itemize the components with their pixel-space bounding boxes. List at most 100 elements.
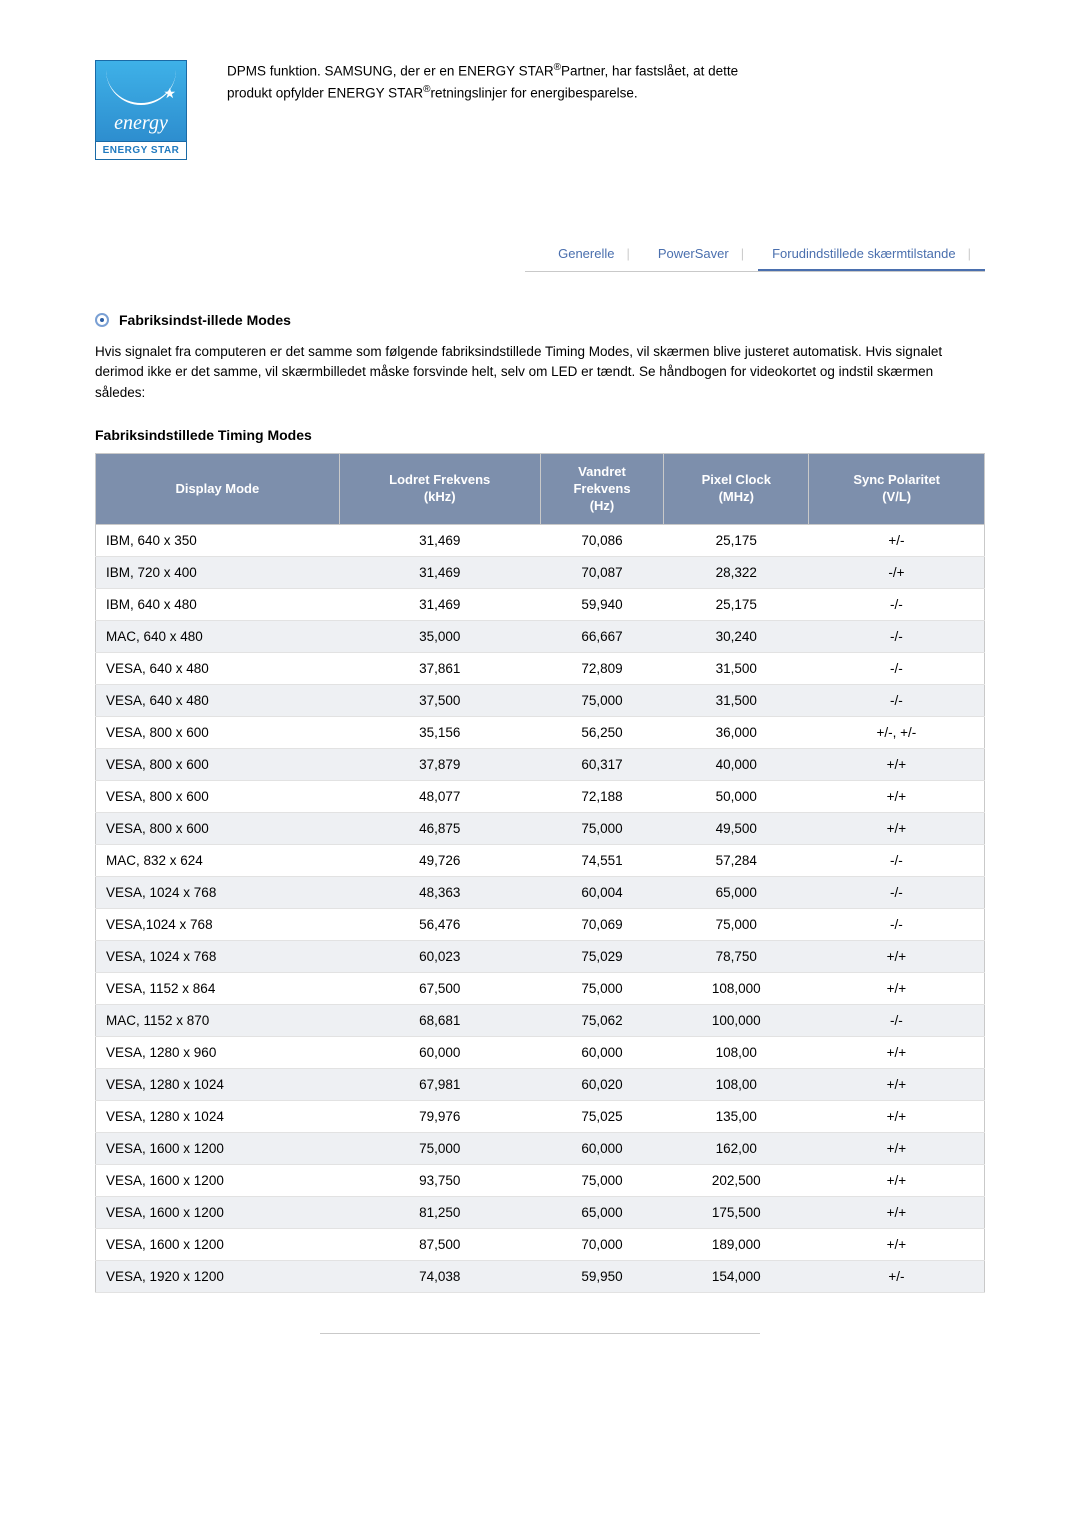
cell-value: 60,020 xyxy=(540,1069,663,1101)
cell-value: 25,175 xyxy=(664,589,809,621)
cell-value: +/+ xyxy=(809,781,985,813)
cell-value: 60,317 xyxy=(540,749,663,781)
col-2-l3: (Hz) xyxy=(590,498,615,513)
tab-bar: Generelle| PowerSaver| Forudindstillede … xyxy=(525,240,985,272)
col-sync: Sync Polaritet (V/L) xyxy=(809,453,985,525)
cell-value: 75,000 xyxy=(540,685,663,717)
cell-value: 28,322 xyxy=(664,557,809,589)
table-row: VESA, 800 x 60048,07772,18850,000+/+ xyxy=(96,781,985,813)
col-vandret: Vandret Frekvens (Hz) xyxy=(540,453,663,525)
cell-value: -/- xyxy=(809,685,985,717)
section-title: Fabriksindst-illede Modes xyxy=(119,312,291,328)
cell-value: 36,000 xyxy=(664,717,809,749)
intro-paragraph: Hvis signalet fra computeren er det samm… xyxy=(95,342,985,403)
col-3-l2: (MHz) xyxy=(719,489,754,504)
cell-value: 59,940 xyxy=(540,589,663,621)
col-4-l1: Sync Polaritet xyxy=(853,472,940,487)
table-row: VESA, 1152 x 86467,50075,000108,000+/+ xyxy=(96,973,985,1005)
section-head: Fabriksindst-illede Modes xyxy=(95,312,985,328)
cell-value: +/+ xyxy=(809,1229,985,1261)
cell-value: 48,077 xyxy=(339,781,540,813)
table-row: IBM, 640 x 35031,46970,08625,175+/- xyxy=(96,525,985,557)
cell-value: +/+ xyxy=(809,973,985,1005)
tab-forudindstillede[interactable]: Forudindstillede skærmtilstande| xyxy=(758,240,985,271)
cell-value: 35,156 xyxy=(339,717,540,749)
cell-value: 87,500 xyxy=(339,1229,540,1261)
cell-value: 72,188 xyxy=(540,781,663,813)
table-row: VESA, 640 x 48037,86172,80931,500-/- xyxy=(96,653,985,685)
cell-value: +/- xyxy=(809,1261,985,1293)
cell-value: 75,000 xyxy=(540,813,663,845)
cell-value: 108,00 xyxy=(664,1069,809,1101)
cell-value: 60,000 xyxy=(540,1037,663,1069)
cell-value: 189,000 xyxy=(664,1229,809,1261)
table-row: MAC, 1152 x 87068,68175,062100,000-/- xyxy=(96,1005,985,1037)
reg-mark-1: ® xyxy=(554,62,561,73)
cell-display-mode: VESA, 1280 x 1024 xyxy=(96,1069,340,1101)
table-row: VESA, 640 x 48037,50075,00031,500-/- xyxy=(96,685,985,717)
cell-value: -/- xyxy=(809,589,985,621)
cell-value: 40,000 xyxy=(664,749,809,781)
cell-value: -/- xyxy=(809,653,985,685)
cell-display-mode: VESA, 1600 x 1200 xyxy=(96,1229,340,1261)
energy-star-logo: ★ energy ENERGY STAR xyxy=(95,60,187,160)
table-row: VESA, 1600 x 120075,00060,000162,00+/+ xyxy=(96,1133,985,1165)
cell-value: +/+ xyxy=(809,1165,985,1197)
cell-value: 37,500 xyxy=(339,685,540,717)
cell-value: 25,175 xyxy=(664,525,809,557)
table-row: VESA, 1600 x 120081,25065,000175,500+/+ xyxy=(96,1197,985,1229)
table-row: MAC, 640 x 48035,00066,66730,240-/- xyxy=(96,621,985,653)
tab-generelle[interactable]: Generelle| xyxy=(544,240,644,271)
cell-value: +/+ xyxy=(809,1133,985,1165)
cell-value: 46,875 xyxy=(339,813,540,845)
table-row: VESA, 1280 x 102479,97675,025135,00+/+ xyxy=(96,1101,985,1133)
logo-band: ENERGY STAR xyxy=(96,141,186,159)
table-row: IBM, 640 x 48031,46959,94025,175-/- xyxy=(96,589,985,621)
cell-value: 37,879 xyxy=(339,749,540,781)
cell-value: 49,500 xyxy=(664,813,809,845)
cell-display-mode: VESA, 800 x 600 xyxy=(96,717,340,749)
table-row: VESA, 800 x 60046,87575,00049,500+/+ xyxy=(96,813,985,845)
col-2-l1: Vandret xyxy=(578,464,626,479)
cell-value: 70,087 xyxy=(540,557,663,589)
cell-value: 70,069 xyxy=(540,909,663,941)
cell-display-mode: VESA, 800 x 600 xyxy=(96,749,340,781)
cell-value: 135,00 xyxy=(664,1101,809,1133)
table-row: MAC, 832 x 62449,72674,55157,284-/- xyxy=(96,845,985,877)
cell-value: 60,000 xyxy=(540,1133,663,1165)
cell-value: -/- xyxy=(809,1005,985,1037)
cell-value: +/-, +/- xyxy=(809,717,985,749)
cell-value: 35,000 xyxy=(339,621,540,653)
table-row: IBM, 720 x 40031,46970,08728,322-/+ xyxy=(96,557,985,589)
cell-value: 154,000 xyxy=(664,1261,809,1293)
table-row: VESA, 1280 x 102467,98160,020108,00+/+ xyxy=(96,1069,985,1101)
cell-display-mode: VESA, 1280 x 960 xyxy=(96,1037,340,1069)
cell-value: 31,500 xyxy=(664,653,809,685)
cell-value: 70,000 xyxy=(540,1229,663,1261)
cell-display-mode: MAC, 832 x 624 xyxy=(96,845,340,877)
cell-value: 75,000 xyxy=(540,1165,663,1197)
cell-value: 162,00 xyxy=(664,1133,809,1165)
footer-rule xyxy=(320,1333,760,1334)
cell-display-mode: VESA, 1920 x 1200 xyxy=(96,1261,340,1293)
cell-value: 108,00 xyxy=(664,1037,809,1069)
cell-value: -/- xyxy=(809,877,985,909)
tab-generelle-label: Generelle xyxy=(558,246,614,261)
cell-value: 75,062 xyxy=(540,1005,663,1037)
table-body: IBM, 640 x 35031,46970,08625,175+/-IBM, … xyxy=(96,525,985,1293)
cell-value: +/+ xyxy=(809,813,985,845)
logo-star-icon: ★ xyxy=(163,85,176,102)
cell-value: 67,981 xyxy=(339,1069,540,1101)
tab-powersaver[interactable]: PowerSaver| xyxy=(644,240,758,271)
cell-value: 49,726 xyxy=(339,845,540,877)
timing-modes-table: Display Mode Lodret Frekvens (kHz) Vandr… xyxy=(95,453,985,1294)
table-row: VESA, 1024 x 76860,02375,02978,750+/+ xyxy=(96,941,985,973)
cell-display-mode: VESA, 1280 x 1024 xyxy=(96,1101,340,1133)
col-display-mode: Display Mode xyxy=(96,453,340,525)
cell-value: 50,000 xyxy=(664,781,809,813)
col-1-l2: (kHz) xyxy=(424,489,456,504)
cell-display-mode: VESA, 1152 x 864 xyxy=(96,973,340,1005)
cell-display-mode: MAC, 1152 x 870 xyxy=(96,1005,340,1037)
cell-value: 60,004 xyxy=(540,877,663,909)
col-3-l1: Pixel Clock xyxy=(702,472,771,487)
